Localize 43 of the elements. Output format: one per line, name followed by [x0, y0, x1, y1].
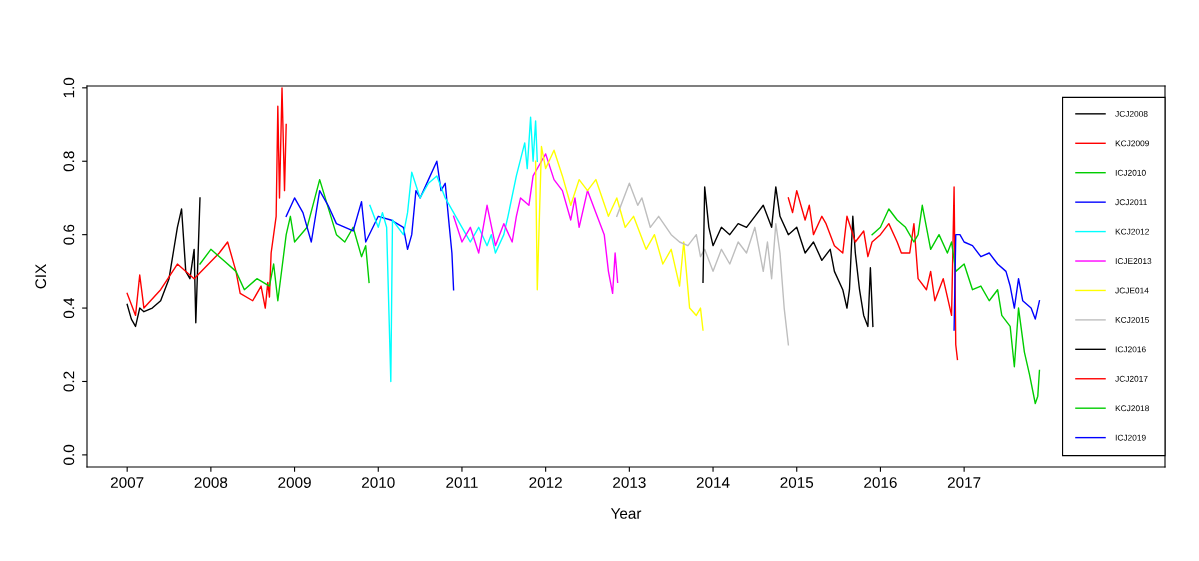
- y-tick-label: 0.4: [63, 297, 75, 319]
- x-tick-label: 2015: [780, 477, 814, 488]
- legend-label: KCJ2018: [1115, 405, 1149, 412]
- x-tick-label: 2017: [947, 477, 981, 488]
- y-tick-label: 1.0: [63, 77, 75, 98]
- legend-label: JCJE014: [1115, 287, 1149, 294]
- legend-label: ICJ2016: [1115, 346, 1146, 353]
- legend-label: KCJ2009: [1115, 140, 1149, 147]
- line-series: [126, 197, 201, 328]
- y-tick-label: 0.8: [63, 151, 75, 172]
- x-tick-label: 2012: [529, 477, 562, 488]
- line-series: [369, 116, 538, 383]
- legend-label: JCJ2011: [1115, 199, 1147, 206]
- line-series: [199, 178, 370, 302]
- legend-label: KCJ2012: [1115, 228, 1149, 235]
- legend-label: ICJE2013: [1115, 258, 1152, 265]
- legend-label: JCJ2008: [1115, 110, 1148, 117]
- y-axis-title: CIX: [35, 264, 47, 289]
- line-series: [126, 87, 287, 317]
- y-tick-label: 0.2: [63, 371, 75, 392]
- line-series: [787, 186, 959, 361]
- x-tick-label: 2013: [613, 477, 646, 488]
- x-tick-label: 2009: [278, 477, 311, 488]
- line-series: [616, 182, 790, 346]
- line-series: [953, 233, 1041, 331]
- line-series: [534, 145, 704, 331]
- y-tick-label: 0.6: [63, 224, 75, 245]
- x-tick-label: 2011: [446, 477, 478, 488]
- legend-label: KCJ2015: [1115, 316, 1149, 323]
- line-series: [871, 204, 1041, 405]
- legend-label: JCJ2017: [1115, 375, 1148, 382]
- y-tick-label: 0.0: [63, 444, 75, 465]
- legend-label: ICJ2010: [1115, 169, 1146, 176]
- x-tick-label: 2007: [110, 477, 144, 488]
- x-tick-label: 2014: [696, 477, 730, 488]
- line-series: [702, 186, 874, 328]
- x-axis-title: Year: [610, 508, 642, 519]
- x-tick-label: 2016: [864, 477, 897, 488]
- line-series: [285, 160, 455, 291]
- x-tick-label: 2010: [362, 477, 395, 488]
- x-tick-label: 2008: [194, 477, 228, 488]
- line-series: [452, 153, 619, 295]
- legend-label: ICJ2019: [1115, 434, 1146, 441]
